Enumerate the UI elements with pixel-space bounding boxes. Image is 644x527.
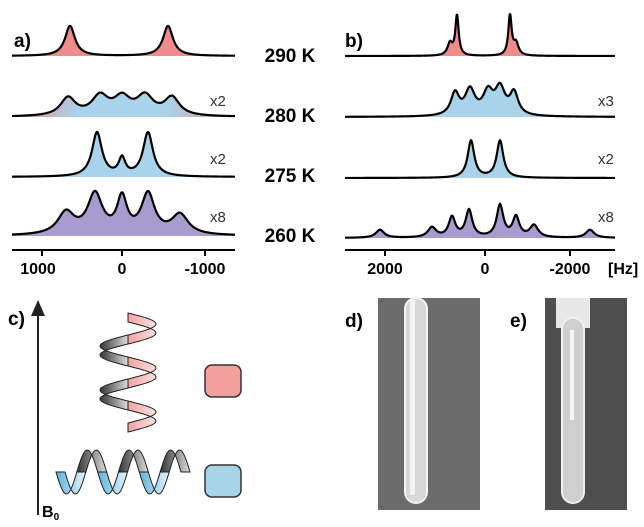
field-symbol: B xyxy=(42,504,54,521)
blue-swatch xyxy=(205,465,241,497)
arrow-head xyxy=(31,300,45,316)
spectrum-fill xyxy=(12,26,235,56)
spectrum-line xyxy=(345,204,615,238)
panel-label: d) xyxy=(345,311,363,332)
field-subscript: 0 xyxy=(54,512,60,522)
helix-ribbon xyxy=(128,357,156,388)
helix-ribbon xyxy=(128,313,156,344)
helix-ribbon xyxy=(139,472,169,494)
axis-tick-label: 0 xyxy=(481,261,490,278)
helices xyxy=(56,313,190,494)
helix-ribbon xyxy=(128,401,156,432)
helix-ribbon xyxy=(100,379,128,410)
scale-factor: x3 xyxy=(598,93,614,110)
spectrum-fill xyxy=(345,140,615,178)
axis-tick-label: 0 xyxy=(118,261,127,278)
axis-tick-label: 1000 xyxy=(20,261,56,278)
axis-tick-label: -1000 xyxy=(185,261,226,278)
photo-d xyxy=(378,298,480,510)
spectrum-line xyxy=(12,26,235,56)
scale-factor: x8 xyxy=(598,209,614,226)
scale-factor: x2 xyxy=(210,93,226,110)
red-swatch xyxy=(205,365,241,397)
photo-e xyxy=(545,298,627,510)
temperature: 280 K xyxy=(265,106,316,127)
scale-factor: x2 xyxy=(598,151,614,168)
axis xyxy=(12,250,615,256)
helix-ribbon xyxy=(98,472,128,494)
helix-ribbon xyxy=(77,450,107,472)
helix-ribbon xyxy=(100,335,128,366)
axis-tick-label: 2000 xyxy=(367,261,403,278)
temperature: 260 K xyxy=(265,226,316,247)
panel-label: e) xyxy=(510,311,527,332)
field-label: B0 xyxy=(42,504,60,522)
panel-label: a) xyxy=(14,31,31,52)
panel-label: b) xyxy=(345,31,363,52)
helix-ribbon xyxy=(119,450,149,472)
panel-label: c) xyxy=(8,309,25,330)
helix-ribbon xyxy=(56,472,86,494)
spectrum-fill xyxy=(12,132,235,177)
scale-factor: x2 xyxy=(210,151,226,168)
figure: a) b) c) d) e) 290 K 280 K 275 K 260 K x… xyxy=(0,0,644,522)
scale-factor: x8 xyxy=(210,209,226,226)
helix-ribbon xyxy=(160,450,190,472)
spectrum-line xyxy=(345,14,615,56)
spectrum-fill xyxy=(345,14,615,56)
axis-unit: [Hz] xyxy=(608,261,638,278)
temperature: 290 K xyxy=(265,46,316,67)
temperature: 275 K xyxy=(265,166,316,187)
axis-tick-label: -2000 xyxy=(550,261,591,278)
